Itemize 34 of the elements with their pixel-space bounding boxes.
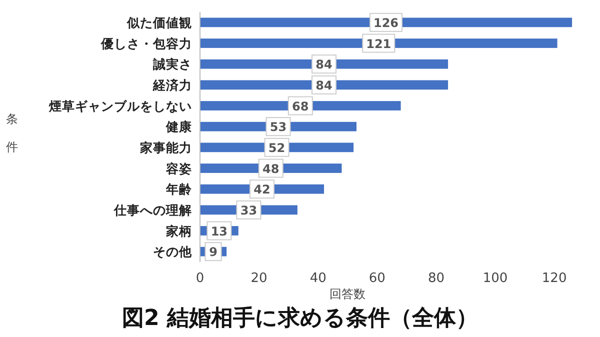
x-tick-label: 80 <box>428 271 444 286</box>
y-axis-title: 条件 <box>6 112 18 154</box>
y-tick-label: 家柄 <box>165 223 192 238</box>
text: 図2 結婚相手に求める条件（全体） <box>122 306 478 331</box>
y-tick-label: その他 <box>153 244 193 260</box>
data-label: 126 <box>373 16 399 30</box>
data-label: 53 <box>270 120 287 134</box>
y-tick-label: 似た価値観 <box>126 14 192 30</box>
x-tick-label: 40 <box>310 271 326 286</box>
data-label: 42 <box>254 182 270 197</box>
data-label: 9 <box>209 245 218 260</box>
y-tick-label: 煙草ギャンブルをしない <box>48 98 192 114</box>
y-tick-label: 家事能力 <box>139 140 192 155</box>
y-tick-label: 優しさ・包容力 <box>100 36 192 51</box>
y-tick-label: 経済力 <box>152 77 192 92</box>
y-tick-label: 健康 <box>165 119 193 134</box>
data-label: 48 <box>262 162 280 176</box>
x-tick-label: 60 <box>368 271 386 286</box>
x-tick-label: 100 <box>482 271 508 286</box>
y-tick-label: 容姿 <box>165 160 192 176</box>
data-label: 33 <box>240 203 258 218</box>
data-label: 52 <box>268 140 286 155</box>
data-label: 84 <box>316 58 332 72</box>
y-tick-label: 年齢 <box>165 182 193 197</box>
data-label: 84 <box>316 78 332 92</box>
data-label: 13 <box>210 224 228 238</box>
data-label: 121 <box>366 36 392 51</box>
x-tick-label: 120 <box>542 271 567 286</box>
x-tick-label: 0 <box>196 271 204 286</box>
x-axis-title: 回答数 <box>330 287 366 301</box>
y-tick-label: 誠実さ <box>152 56 192 72</box>
y-tick-label: 仕事への理解 <box>113 202 192 218</box>
data-label: 68 <box>292 99 309 114</box>
x-tick-label: 20 <box>250 271 268 286</box>
